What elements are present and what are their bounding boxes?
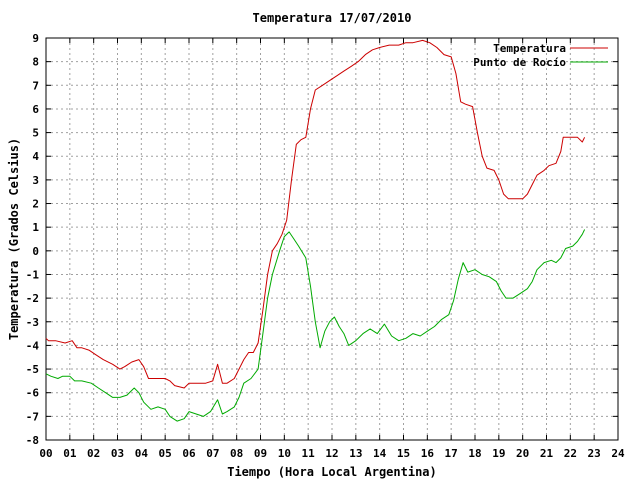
- legend-label-punto-de-rocio: Punto de Rocío: [473, 56, 566, 69]
- x-tick-label: 14: [373, 447, 387, 460]
- x-tick-label: 01: [63, 447, 77, 460]
- y-tick-label: 6: [32, 103, 39, 116]
- legend: Temperatura Punto de Rocío: [473, 42, 608, 69]
- y-tick-label: 5: [32, 127, 39, 140]
- x-tick-label: 12: [325, 447, 338, 460]
- x-tick-label: 16: [421, 447, 435, 460]
- x-tick-label: 10: [278, 447, 291, 460]
- y-axis-label: Temperatura (Grados Celsius): [7, 138, 21, 340]
- x-tick-label: 13: [349, 447, 362, 460]
- x-tick-label: 09: [254, 447, 267, 460]
- y-tick-label: -6: [26, 387, 40, 400]
- x-tick-label: 17: [445, 447, 458, 460]
- series-line-temperatura: [45, 39, 586, 389]
- y-tick-label: -3: [26, 316, 39, 329]
- x-tick-label: 08: [230, 447, 243, 460]
- y-tick-label: 9: [32, 32, 39, 45]
- axis-ticks: 00 01 02 03 04 05 06 07 08 09 10 11 12 13 14 15 16 17 18 19…: [26, 32, 625, 460]
- chart-title: Temperatura 17/07/2010: [253, 11, 412, 25]
- x-tick-label: 18: [468, 447, 481, 460]
- x-tick-label: 11: [302, 447, 316, 460]
- x-axis-label: Tiempo (Hora Local Argentina): [227, 465, 437, 479]
- y-tick-label: 3: [32, 174, 39, 187]
- y-tick-label: -2: [26, 292, 39, 305]
- y-tick-label: -5: [26, 363, 39, 376]
- legend-label-temperatura: Temperatura: [493, 42, 566, 55]
- y-tick-label: -8: [26, 434, 39, 447]
- x-tick-label: 24: [611, 447, 625, 460]
- y-tick-label: 1: [32, 221, 39, 234]
- x-tick-label: 23: [588, 447, 601, 460]
- y-tick-label: -7: [26, 410, 39, 423]
- x-tick-label: 03: [111, 447, 124, 460]
- x-tick-label: 04: [135, 447, 149, 460]
- y-tick-label: 8: [32, 56, 39, 69]
- y-tick-label: 2: [32, 198, 39, 211]
- series-lines: [45, 39, 586, 422]
- x-tick-label: 06: [182, 447, 196, 460]
- y-tick-label: -4: [26, 339, 40, 352]
- y-tick-label: 4: [32, 150, 39, 163]
- series-line-punto-de-rocio: [45, 229, 586, 422]
- x-tick-label: 20: [516, 447, 529, 460]
- x-tick-label: 02: [87, 447, 100, 460]
- y-tick-label: -1: [26, 268, 40, 281]
- grid: [46, 38, 618, 440]
- x-tick-label: 19: [492, 447, 505, 460]
- x-tick-label: 21: [540, 447, 554, 460]
- x-tick-label: 22: [564, 447, 577, 460]
- y-tick-label: 7: [32, 79, 39, 92]
- x-tick-label: 00: [39, 447, 52, 460]
- x-tick-label: 15: [397, 447, 410, 460]
- y-tick-label: 0: [32, 245, 39, 258]
- x-tick-label: 07: [206, 447, 219, 460]
- x-tick-label: 05: [159, 447, 172, 460]
